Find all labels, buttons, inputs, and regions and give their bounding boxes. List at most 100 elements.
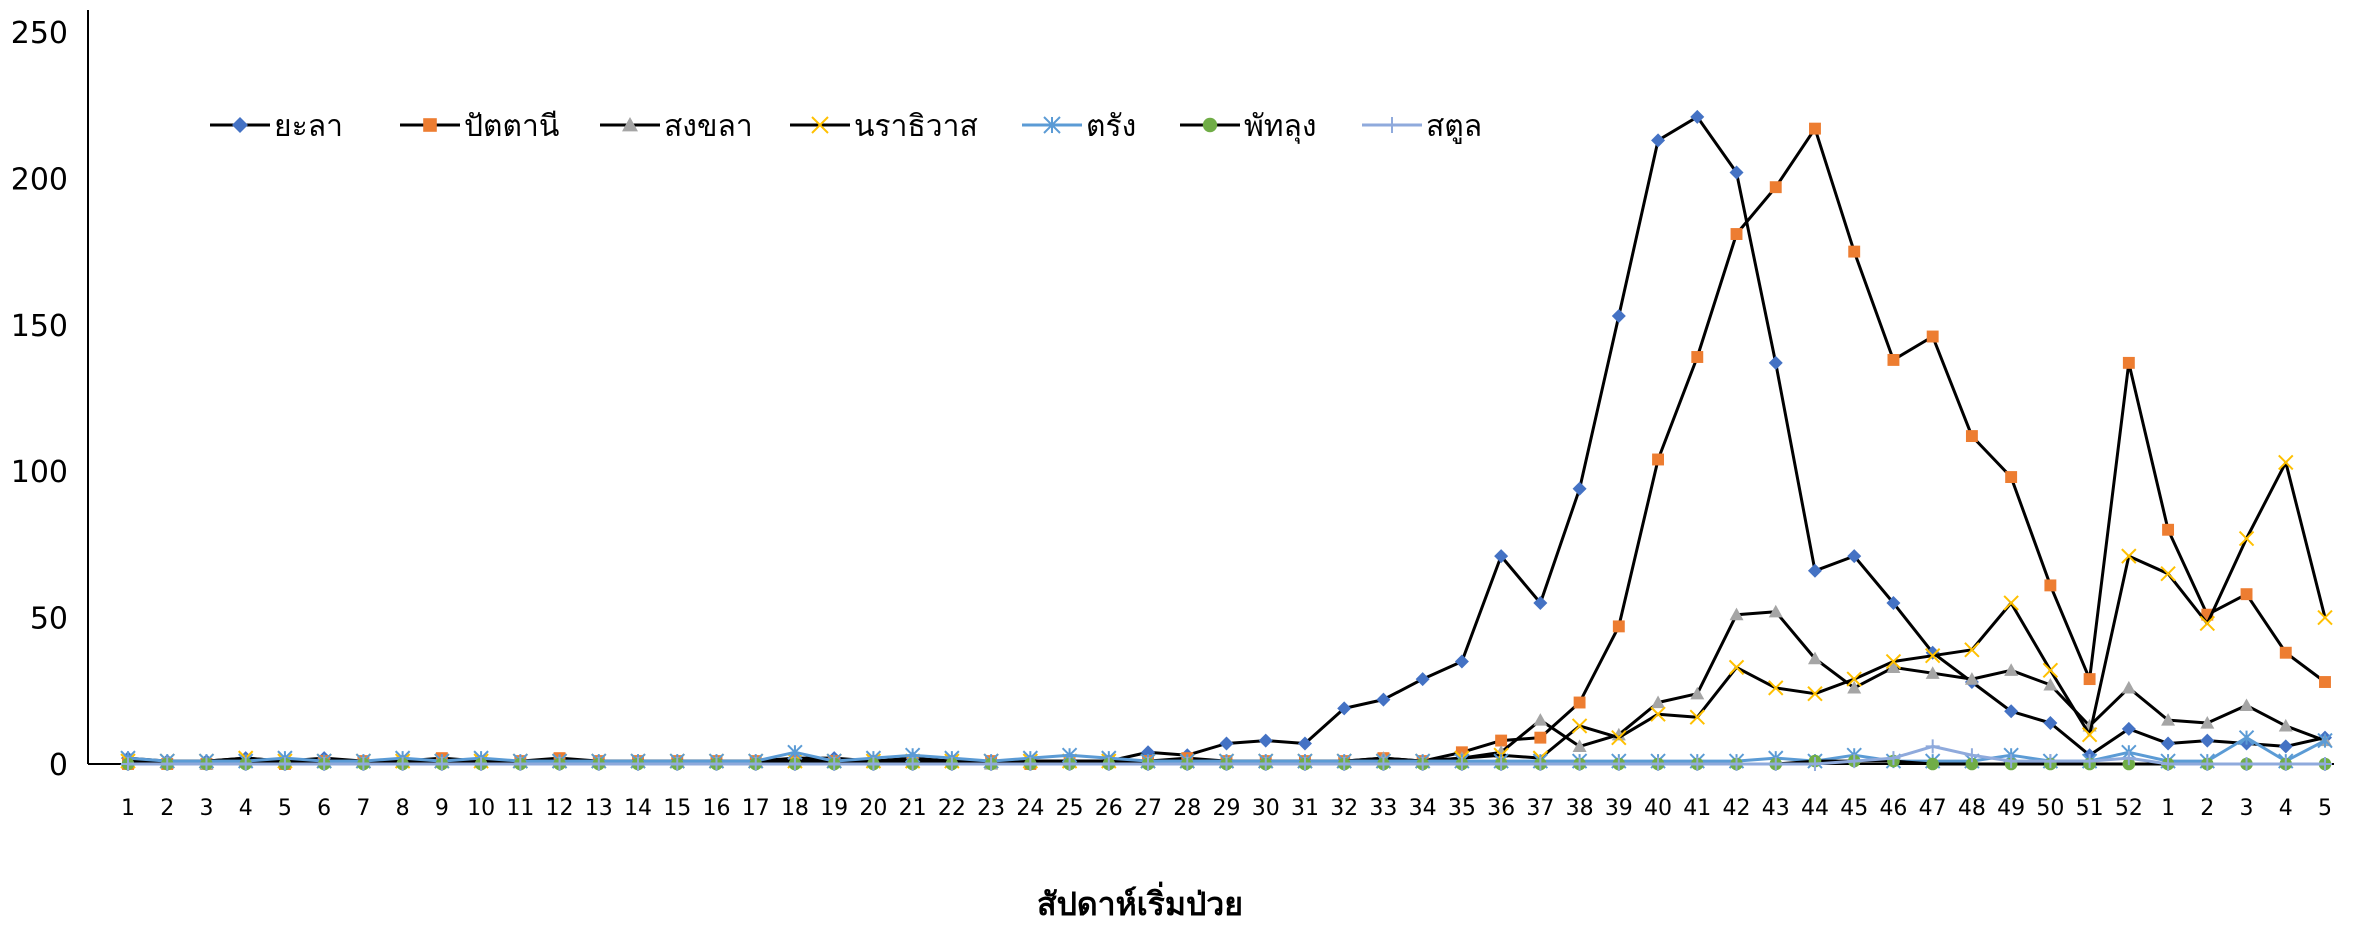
data-point	[1964, 642, 1980, 658]
data-point	[1533, 713, 1548, 726]
x-tick-label: 18	[781, 796, 809, 821]
x-tick-label: 36	[1487, 796, 1515, 821]
data-point	[2043, 677, 2058, 691]
data-point	[1807, 563, 1822, 578]
x-tick-label: 37	[1526, 796, 1554, 821]
data-point	[1768, 757, 1783, 771]
data-point	[1571, 718, 1588, 734]
data-point	[1886, 595, 1901, 610]
data-point	[1965, 757, 1979, 771]
data-point	[2003, 595, 2019, 611]
data-point	[2043, 716, 2058, 731]
x-tick-label: 49	[1997, 796, 2025, 821]
data-point	[1219, 757, 1234, 771]
data-point	[2161, 736, 2176, 751]
x-tick-label: 52	[2115, 796, 2143, 821]
data-point	[2004, 704, 2019, 719]
data-point	[1650, 706, 1666, 722]
legend-item: นราธิวาส	[790, 109, 978, 144]
x-tick-label: 27	[1134, 796, 1162, 821]
data-point	[2199, 615, 2216, 632]
x-tick-label: 16	[702, 796, 730, 821]
data-point	[2238, 729, 2255, 746]
x-tick-label: 45	[1840, 796, 1868, 821]
data-point	[160, 757, 175, 771]
data-point	[356, 757, 371, 771]
data-point	[1141, 757, 1156, 771]
legend-item: สงขลา	[600, 109, 753, 144]
x-tick-label: 17	[742, 796, 770, 821]
data-point	[1847, 549, 1862, 564]
x-tick-label: 6	[317, 796, 331, 821]
data-point	[1690, 109, 1705, 124]
data-point	[1769, 181, 1782, 194]
data-point	[2083, 673, 2096, 686]
x-tick-label: 35	[1448, 796, 1476, 821]
data-point	[1847, 680, 1862, 694]
x-tick-label: 28	[1173, 796, 1201, 821]
legend-label: พัทลุง	[1244, 109, 1317, 145]
x-tick-label: 46	[1879, 796, 1907, 821]
legend-item: พัทลุง	[1180, 109, 1317, 145]
x-tick-label: 4	[239, 796, 253, 821]
data-point	[1807, 651, 1822, 665]
data-point	[1768, 680, 1784, 696]
data-point	[1572, 739, 1587, 753]
x-tick-label: 23	[977, 796, 1005, 821]
data-point	[1846, 671, 1862, 687]
data-point	[2043, 754, 2058, 769]
x-tick-label: 5	[2318, 796, 2332, 821]
data-point	[2082, 754, 2097, 769]
y-tick-label: 0	[49, 748, 68, 783]
x-axis-title: สัปดาห์เริ่มป่วย	[1037, 881, 1243, 923]
series-line	[128, 460, 2327, 763]
data-point	[1652, 453, 1665, 466]
data-point	[1807, 757, 1822, 771]
data-point	[1848, 245, 1861, 258]
legend-item: สตูล	[1362, 109, 1482, 144]
x-tick-label: 19	[820, 796, 848, 821]
data-point	[2239, 698, 2254, 712]
y-tick-label: 150	[11, 309, 68, 344]
data-point	[1768, 355, 1783, 370]
data-point	[1454, 757, 1469, 771]
series-line	[128, 127, 2326, 766]
data-point	[1494, 757, 1509, 771]
data-point	[1689, 709, 1705, 725]
data-point	[2317, 732, 2333, 749]
data-point	[1258, 733, 1273, 748]
x-tick-label: 29	[1213, 796, 1241, 821]
x-tick-label: 4	[2279, 796, 2293, 821]
data-point	[1611, 309, 1626, 324]
data-point	[277, 757, 292, 771]
data-point	[1768, 604, 1783, 618]
data-point	[1691, 351, 1704, 363]
x-tick-label: 9	[435, 796, 449, 821]
data-point	[1611, 729, 1627, 746]
data-point	[2278, 718, 2293, 732]
data-point	[2240, 588, 2253, 601]
data-point	[2081, 727, 2098, 743]
data-point	[1847, 754, 1862, 769]
data-point	[474, 757, 489, 771]
data-point	[1729, 607, 1744, 621]
data-point	[1376, 757, 1391, 771]
data-point	[513, 757, 528, 771]
data-point	[199, 757, 214, 771]
x-tick-label: 12	[546, 796, 574, 821]
data-point	[984, 757, 999, 771]
data-point	[2004, 754, 2019, 769]
data-point	[2004, 663, 2019, 676]
data-point	[787, 757, 802, 771]
legend-marker	[811, 116, 829, 134]
data-point	[2239, 757, 2254, 771]
x-tick-label: 1	[121, 796, 135, 821]
legend-label: ตรัง	[1086, 109, 1136, 144]
legend-marker	[232, 117, 248, 133]
legend-item: ตรัง	[1022, 109, 1136, 144]
data-point	[1494, 549, 1509, 564]
x-tick-label: 3	[2240, 796, 2254, 821]
data-point	[1690, 686, 1705, 700]
data-point	[2121, 721, 2136, 736]
